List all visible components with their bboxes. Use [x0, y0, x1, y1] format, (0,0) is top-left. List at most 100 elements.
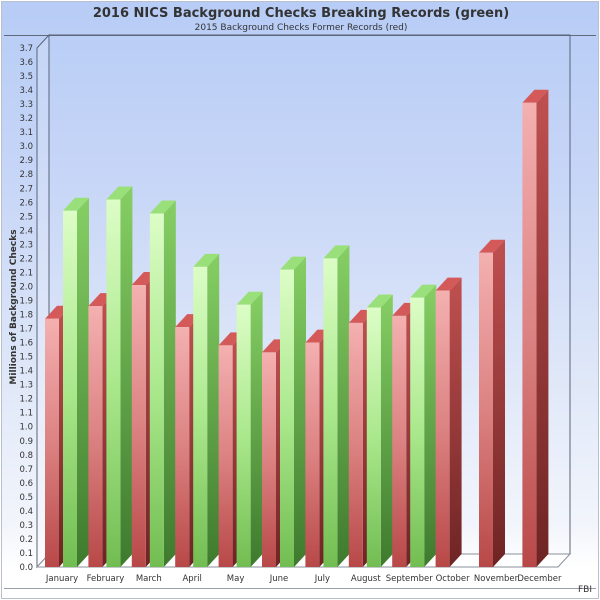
x-tick-label: June [269, 574, 289, 584]
green-bar [410, 284, 437, 567]
bar-front [522, 102, 537, 567]
bar-front [193, 266, 208, 567]
x-tick-label: December [517, 574, 562, 584]
bar-side [424, 284, 437, 567]
y-tick-label: 2.3 [19, 240, 33, 250]
footer-divider [4, 588, 596, 589]
bar-front [218, 345, 233, 567]
y-tick-label: 3.7 [19, 44, 33, 54]
bar-front [323, 258, 338, 567]
y-tick-label: 3.5 [19, 72, 33, 82]
bar-front [131, 285, 146, 567]
bar-side [163, 200, 176, 567]
bar-front [366, 307, 381, 567]
bar-top [149, 200, 176, 214]
x-tick-label: July [314, 574, 330, 584]
y-tick-label: 3.2 [19, 114, 33, 124]
chart-title: 2016 NICS Background Checks Breaking Rec… [92, 6, 510, 21]
y-tick-label: 0.4 [19, 507, 33, 517]
y-tick-label: 0.0 [19, 563, 33, 573]
red-bar [479, 239, 505, 567]
y-tick-label: 2.9 [19, 156, 33, 166]
x-tick-label: October [436, 574, 471, 584]
bar-front [106, 199, 121, 568]
y-tick-label: 0.8 [19, 451, 33, 461]
y-tick-label: 1.7 [19, 325, 33, 335]
y-tick-label: 1.6 [19, 339, 33, 349]
x-tick-label: November [474, 574, 519, 584]
y-tick-label: 1.8 [19, 311, 33, 321]
chart-subtitle: 2015 Background Checks Former Records (r… [194, 23, 408, 33]
y-tick-label: 1.2 [19, 395, 33, 405]
y-tick-label: 1.5 [19, 353, 33, 363]
y-tick-label: 0.1 [19, 549, 33, 559]
bar-side [380, 294, 393, 567]
x-tick-label: May [227, 574, 245, 584]
x-tick-label: August [351, 574, 381, 584]
y-tick-label: 2.2 [19, 254, 33, 264]
green-bar [149, 200, 176, 567]
bar-side [449, 277, 462, 567]
y-tick-label: 3.6 [19, 58, 33, 68]
green-bar [280, 256, 306, 567]
y-tick-label: 1.4 [19, 367, 33, 377]
bar-front [305, 342, 320, 567]
y-tick-label: 0.7 [19, 465, 33, 475]
bar-side [120, 186, 133, 568]
bar-side [294, 256, 306, 567]
bar-top [435, 277, 462, 291]
y-tick-label: 3.3 [19, 100, 33, 110]
bar-front [392, 315, 407, 567]
green-bar [63, 197, 89, 568]
y-tick-label: 0.2 [19, 535, 33, 545]
bar-top [522, 89, 549, 103]
bar-side [77, 197, 89, 568]
y-axis-label: Millions of Background Checks [9, 229, 19, 385]
bar-top [323, 245, 350, 259]
bar-top [366, 294, 393, 308]
y-tick-label: 1.9 [19, 296, 33, 306]
bar-top [479, 239, 505, 253]
y-tick-label: 0.5 [19, 493, 33, 503]
y-tick-label: 2.1 [19, 268, 33, 278]
bar-side [207, 253, 220, 567]
y-tick-label: 3.0 [19, 142, 33, 152]
bar-top [106, 186, 133, 200]
y-tick-label: 2.7 [19, 184, 33, 194]
bar-front [435, 290, 450, 567]
y-tick-label: 1.1 [19, 409, 33, 419]
green-bar [106, 186, 133, 568]
y-tick-label: 2.5 [19, 212, 33, 222]
x-tick-label: January [45, 574, 78, 584]
x-tick-label: March [136, 574, 162, 584]
bars [45, 89, 549, 568]
bar-top [410, 284, 437, 298]
y-tick-label: 1.0 [19, 423, 33, 433]
bar-front [149, 213, 164, 567]
bar-side [250, 291, 263, 567]
bar-front [479, 252, 493, 567]
bar-front [236, 304, 251, 567]
y-tick-label: 0.9 [19, 437, 33, 447]
y-tick-label: 2.6 [19, 198, 33, 208]
bar-side [337, 245, 350, 568]
bar-front [348, 322, 363, 567]
green-bar [193, 253, 220, 567]
bar-side [536, 89, 549, 567]
bar-front [175, 327, 190, 567]
bar-top [63, 197, 89, 211]
red-bar [522, 89, 549, 567]
bar-top [280, 256, 306, 270]
y-axis-ticks: 0.0 0.1 0.2 0.3 0.4 0.5 0.6 0.7 0.8 0.9 1.0 1.1 1.2 1… [19, 44, 33, 573]
y-tick-label: 2.8 [19, 170, 33, 180]
green-bar [236, 291, 263, 567]
y-tick-label: 2.0 [19, 282, 33, 292]
source-label: FBI [577, 585, 592, 595]
bar-top [236, 291, 263, 305]
green-bar [323, 245, 350, 568]
y-tick-label: 2.4 [19, 226, 33, 236]
y-tick-label: 3.1 [19, 128, 33, 138]
x-tick-label: September [386, 574, 433, 584]
green-bar [366, 294, 393, 567]
